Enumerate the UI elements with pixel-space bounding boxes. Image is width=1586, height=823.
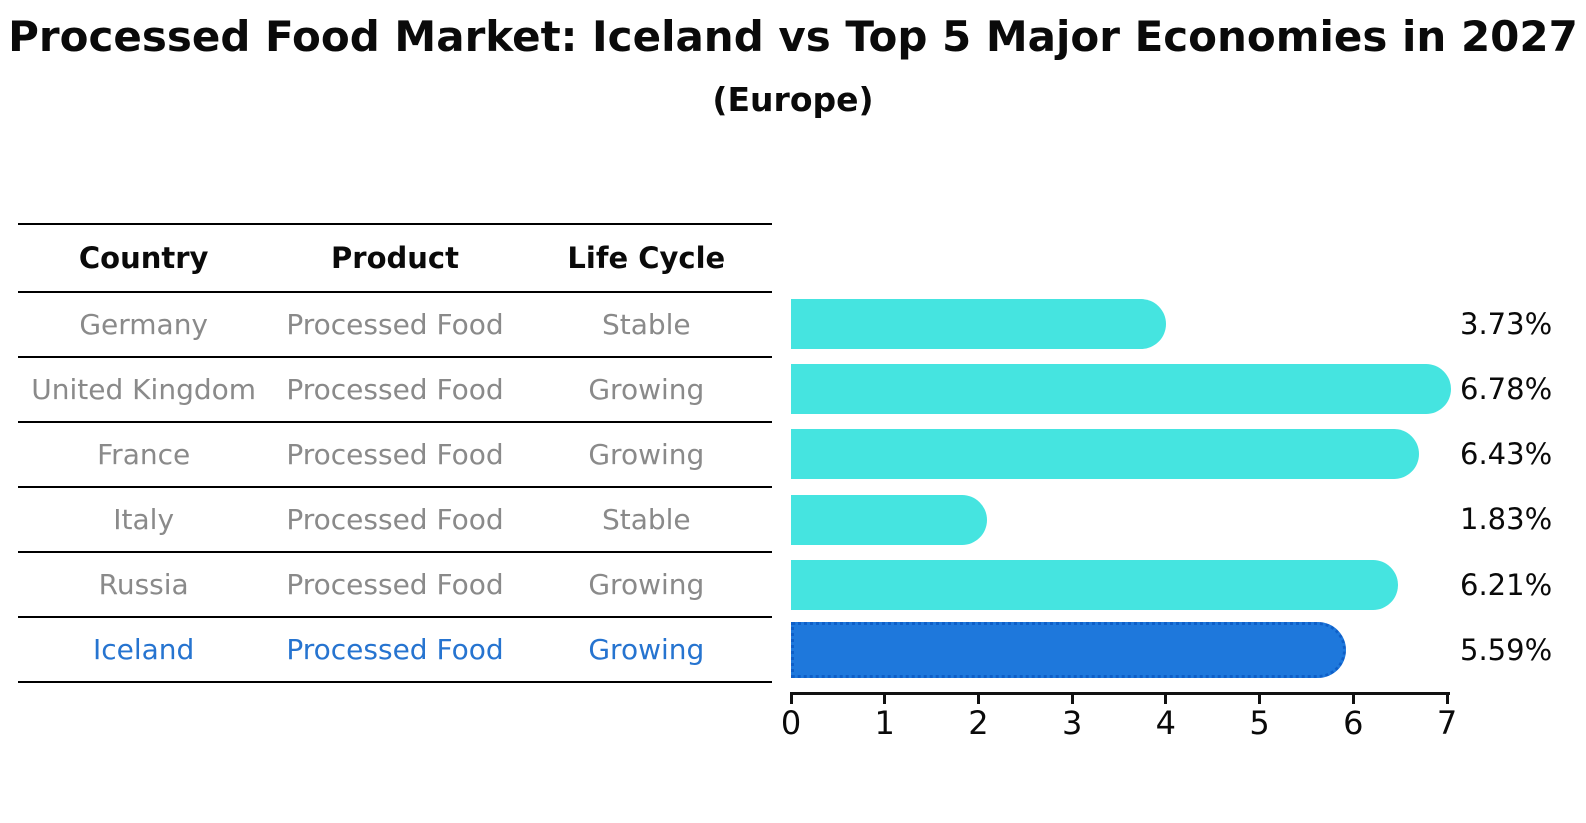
x-tick-mark-7 <box>1445 695 1449 704</box>
x-tick-mark-4 <box>1164 695 1168 704</box>
cell-life-cycle: Stable <box>601 503 691 536</box>
table-row-italy: Italy Processed Food Stable <box>18 488 772 553</box>
table-header-row: Country Product Life Cycle <box>18 225 772 293</box>
x-tick-label-5: 5 <box>1249 704 1270 742</box>
table-header-country: Country <box>78 241 209 275</box>
table-row-russia: Russia Processed Food Growing <box>18 553 772 618</box>
cell-product: Processed Food <box>286 373 504 406</box>
cell-life-cycle: Growing <box>588 633 705 666</box>
cell-country: France <box>97 438 191 471</box>
cell-life-cycle: Stable <box>601 308 691 341</box>
bar-italy <box>791 494 988 545</box>
x-tick-mark-1 <box>883 695 887 704</box>
value-label-united-kingdom: 6.78% <box>1460 371 1553 406</box>
table-header-life-cycle: Life Cycle <box>567 241 726 275</box>
x-tick-mark-6 <box>1351 695 1355 704</box>
bar-germany <box>791 298 1166 349</box>
chart-subtitle: (Europe) <box>712 80 874 119</box>
value-label-iceland: 5.59% <box>1460 633 1553 668</box>
cell-product: Processed Food <box>286 438 504 471</box>
cell-country: Iceland <box>92 633 195 666</box>
bar-united-kingdom <box>791 363 1452 414</box>
table-row-united-kingdom: United Kingdom Processed Food Growing <box>18 358 772 423</box>
country-table: Country Product Life Cycle Germany Proces… <box>18 223 772 683</box>
x-tick-mark-3 <box>1070 695 1074 704</box>
x-tick-label-4: 4 <box>1155 704 1177 742</box>
x-tick-mark-5 <box>1258 695 1262 704</box>
value-label-germany: 3.73% <box>1460 306 1553 341</box>
x-tick-mark-2 <box>976 695 980 704</box>
table-row-germany: Germany Processed Food Stable <box>18 293 772 358</box>
bar-russia <box>791 559 1398 610</box>
cell-country: United Kingdom <box>31 373 257 406</box>
cell-life-cycle: Growing <box>588 438 705 471</box>
value-label-russia: 6.21% <box>1460 567 1553 602</box>
chart-title: Processed Food Market: Iceland vs Top 5 … <box>8 12 1578 61</box>
cell-life-cycle: Growing <box>588 568 705 601</box>
table-body: Germany Processed Food Stable United Kingdo… <box>18 293 772 683</box>
value-label-france: 6.43% <box>1460 437 1553 472</box>
value-label-italy: 1.83% <box>1460 502 1553 537</box>
x-tick-label-3: 3 <box>1061 704 1083 742</box>
table-header-product: Product <box>331 241 459 275</box>
x-tick-label-0: 0 <box>780 704 802 742</box>
cell-product: Processed Food <box>286 308 504 341</box>
x-tick-label-1: 1 <box>874 704 895 742</box>
cell-life-cycle: Growing <box>588 373 705 406</box>
cell-country: Russia <box>98 568 189 601</box>
cell-country: Germany <box>79 308 209 341</box>
cell-country: Italy <box>113 503 175 536</box>
x-tick-label-6: 6 <box>1343 704 1364 742</box>
cell-product: Processed Food <box>286 503 504 536</box>
cell-product: Processed Food <box>286 568 504 601</box>
table-row-france: France Processed Food Growing <box>18 423 772 488</box>
table-row-iceland: Iceland Processed Food Growing <box>18 618 772 683</box>
cell-product: Processed Food <box>286 633 504 666</box>
x-axis-line <box>790 692 1450 695</box>
bar-france <box>791 429 1419 480</box>
x-tick-mark-0 <box>789 695 793 704</box>
bar-iceland <box>791 622 1346 679</box>
x-tick-label-2: 2 <box>968 704 989 742</box>
x-tick-label-7: 7 <box>1436 704 1458 742</box>
